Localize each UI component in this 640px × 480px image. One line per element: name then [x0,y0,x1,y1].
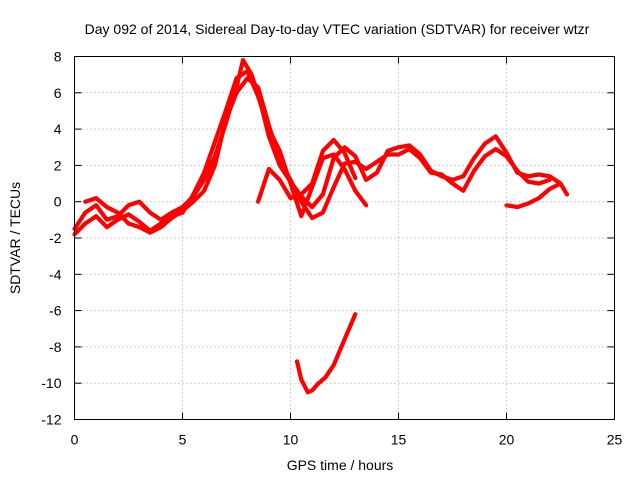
series-track-4 [256,137,358,204]
x-tick-label: 10 [283,432,299,448]
chart-title: Day 092 of 2014, Sidereal Day-to-day VTE… [85,21,590,37]
x-axis-label: GPS time / hours [287,457,394,473]
series-track-5 [504,181,563,210]
series-track-6 [294,312,358,395]
y-tick-label: 6 [54,85,62,101]
y-tick-label: 0 [54,194,62,210]
y-tick-label: -4 [49,266,62,282]
data-series-group [72,58,570,395]
y-axis-label: SDTVAR / TECUs [7,182,23,294]
y-tick-label: -12 [41,412,61,428]
y-tick-label: -6 [49,303,62,319]
y-tick-label: 8 [54,49,62,65]
y-tick-label: 2 [54,157,62,173]
x-tick-label: 5 [179,432,187,448]
y-tick-label: 4 [54,121,62,137]
x-tick-label: 20 [499,432,515,448]
series-track-2 [83,76,552,235]
series-track-1 [72,58,570,231]
y-tick-label: -2 [49,230,62,246]
axis-ticks [74,56,615,420]
y-tick-label: -8 [49,339,62,355]
grid-lines [74,56,615,420]
x-tick-label: 25 [607,432,623,448]
x-tick-label: 0 [71,432,79,448]
y-tick-label: -10 [41,375,61,391]
x-tick-label: 15 [391,432,407,448]
tick-labels: 0 5 10 15 20 25 -12 -10 -8 -6 -4 -2 0 2 4 6 8 [41,49,622,448]
